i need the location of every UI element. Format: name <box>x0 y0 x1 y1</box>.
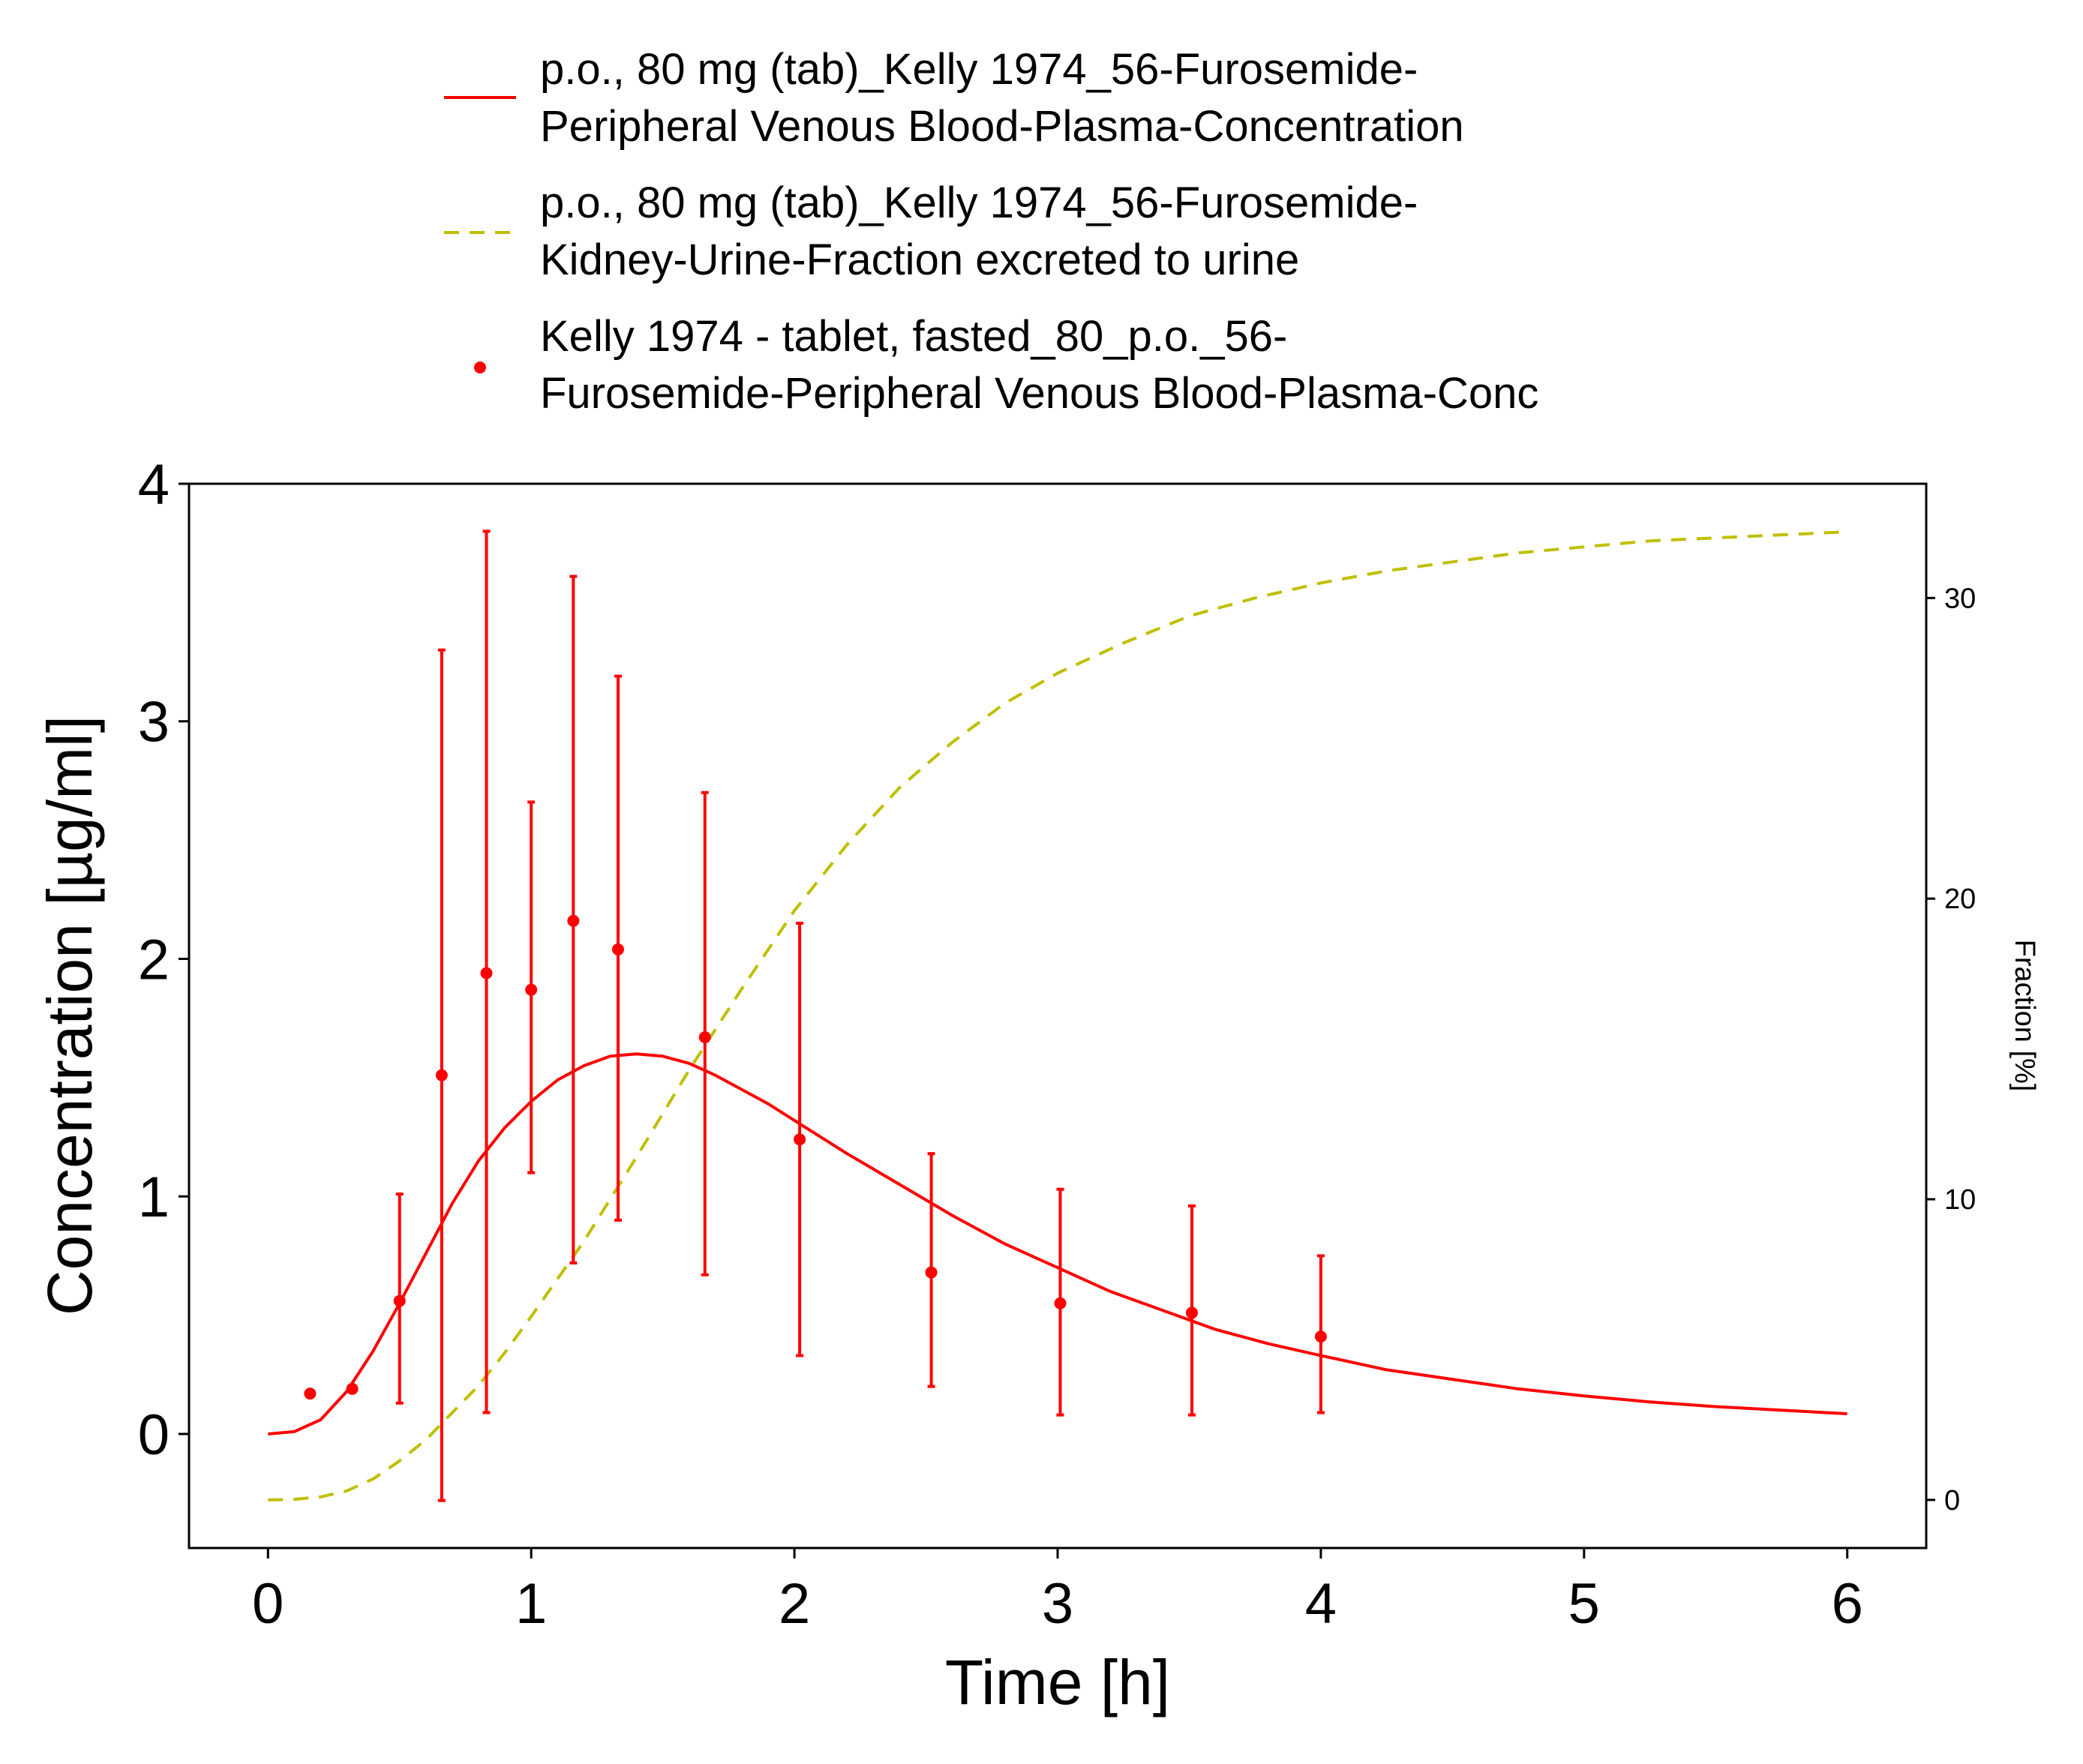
legend-key-point <box>474 362 486 374</box>
legend-label-line2: Kidney-Urine-Fraction excreted to urine <box>540 236 1299 284</box>
x-tick-label: 3 <box>1042 1572 1073 1636</box>
observed-point <box>925 1266 938 1279</box>
y-axis-title: Concentration [µg/ml] <box>35 716 105 1316</box>
observed-point <box>525 983 538 996</box>
concentration-sim-line <box>268 1052 1847 1436</box>
x-axis: 0 1 2 3 4 5 6 <box>252 1548 1863 1636</box>
legend-label-line1: p.o., 80 mg (tab)_Kelly 1974_56-Furosemi… <box>540 178 1418 227</box>
y-tick-label: 0 <box>138 1403 170 1467</box>
legend-label-line2: Furosemide-Peripheral Venous Blood-Plasm… <box>540 369 1538 418</box>
observed-point <box>698 1031 711 1044</box>
observed-point <box>304 1388 317 1400</box>
observed-point <box>435 1069 448 1082</box>
urine-fraction-sim-line <box>268 530 1847 1502</box>
y2-axis-title: Fraction [%] <box>2009 940 2040 1092</box>
y2-tick-label: 0 <box>1944 1485 1960 1516</box>
observed-point <box>567 914 580 927</box>
x-tick-label: 5 <box>1568 1572 1600 1636</box>
legend-label-line1: Kelly 1974 - tablet, fasted_80_p.o._56- <box>540 312 1287 361</box>
y-axis-right: 0 10 20 30 <box>1926 583 1976 1516</box>
legend: p.o., 80 mg (tab)_Kelly 1974_56-Furosemi… <box>444 45 1538 418</box>
observed-point <box>794 1133 806 1146</box>
observed-point <box>611 943 624 956</box>
x-tick-label: 1 <box>515 1572 547 1636</box>
y-axis-left: 0 1 2 3 4 <box>138 453 189 1467</box>
y2-tick-label: 20 <box>1944 884 1976 915</box>
y-tick-label: 2 <box>138 928 170 992</box>
x-tick-label: 0 <box>252 1572 284 1636</box>
series-layer <box>268 530 1847 1502</box>
plot-frame <box>188 482 1928 1550</box>
x-tick-label: 6 <box>1832 1572 1863 1636</box>
y-tick-label: 3 <box>138 691 170 754</box>
x-tick-label: 4 <box>1305 1572 1337 1636</box>
x-axis-title: Time [h] <box>945 1647 1170 1718</box>
legend-label-line1: p.o., 80 mg (tab)_Kelly 1974_56-Furosemi… <box>540 45 1418 94</box>
observed-point <box>480 967 493 980</box>
observed-point <box>1054 1297 1067 1310</box>
legend-label-line2: Peripheral Venous Blood-Plasma-Concentra… <box>540 102 1464 151</box>
observed-point <box>1185 1306 1198 1319</box>
x-tick-label: 2 <box>779 1572 810 1636</box>
y2-tick-label: 30 <box>1944 583 1976 614</box>
y-tick-label: 1 <box>138 1166 170 1229</box>
y2-tick-label: 10 <box>1944 1184 1976 1216</box>
observed-point <box>393 1294 406 1307</box>
observed-point <box>346 1382 359 1395</box>
y-tick-label: 4 <box>138 453 170 517</box>
observed-point <box>1314 1330 1327 1343</box>
